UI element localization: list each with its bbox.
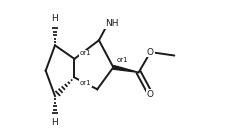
Text: H: H — [51, 14, 58, 23]
Text: O: O — [146, 90, 153, 99]
Text: or1: or1 — [116, 57, 128, 63]
Text: O: O — [146, 48, 153, 57]
Text: or1: or1 — [79, 80, 91, 86]
Polygon shape — [112, 66, 138, 72]
Text: or1: or1 — [79, 50, 91, 56]
Text: NH: NH — [104, 19, 118, 28]
Text: H: H — [51, 118, 58, 127]
